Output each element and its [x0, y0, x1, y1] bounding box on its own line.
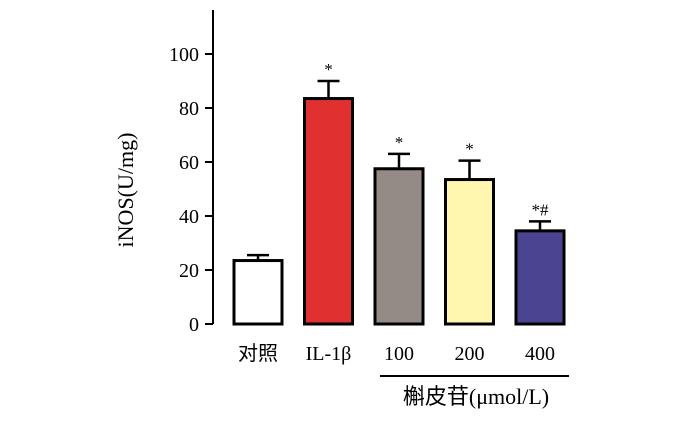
significance-marker: * — [395, 133, 404, 152]
bar — [444, 178, 495, 326]
x-axis-labels: 对照 IL-1β 100 200 400 — [238, 342, 555, 365]
y-tick-label: 0 — [189, 314, 199, 336]
y-axis-label: iNOS(U/mg) — [113, 133, 138, 248]
x-tick-label: 对照 — [238, 342, 278, 365]
y-tick-label: 20 — [179, 260, 199, 282]
significance-marker: *# — [532, 200, 550, 219]
x-tick-label: 200 — [455, 343, 485, 365]
y-tick-label: 100 — [169, 44, 199, 66]
x-tick-label: 400 — [525, 343, 555, 365]
bar — [373, 167, 425, 326]
x-tick-label: 100 — [384, 343, 414, 365]
y-tick-label: 40 — [179, 206, 199, 228]
significance-marker: * — [465, 140, 474, 159]
group-label: 槲皮苷(μmol/L) — [403, 384, 549, 409]
bar — [514, 229, 566, 326]
bars-group: * * * *# — [232, 60, 566, 326]
y-axis: 0 20 40 60 80 100 — [169, 10, 214, 336]
significance-marker: * — [324, 60, 333, 79]
y-tick-label: 80 — [179, 98, 199, 120]
x-tick-label: IL-1β — [306, 343, 352, 365]
bar — [303, 97, 354, 326]
bar — [232, 259, 284, 326]
y-tick-label: 60 — [179, 152, 199, 174]
